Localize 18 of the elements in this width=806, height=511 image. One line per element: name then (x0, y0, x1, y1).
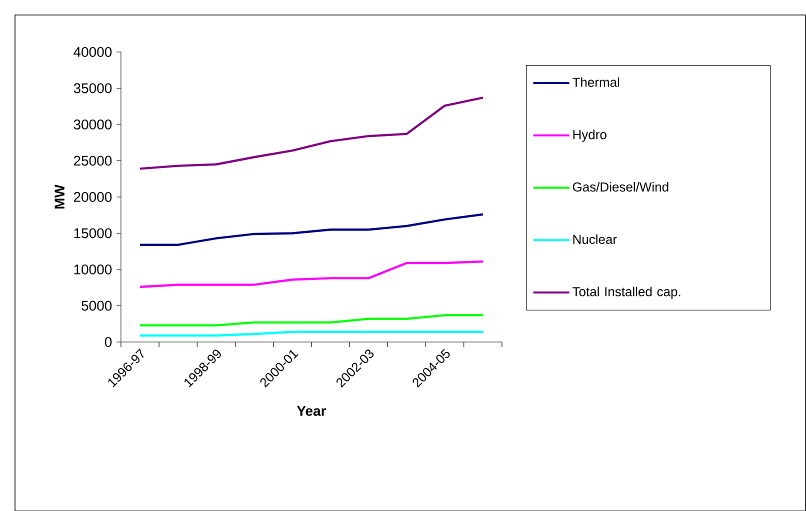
y-tick-label: 5000 (82, 300, 112, 311)
legend-label: Gas/Diesel/Wind (572, 182, 668, 192)
y-tick-label: 10000 (74, 264, 112, 274)
legend-label: Total Installed cap. (572, 286, 680, 299)
y-tick-label: 15000 (74, 228, 112, 238)
y-tick-label: 40000 (74, 46, 112, 57)
line-series (138, 213, 484, 246)
x-axis-title: Year (296, 406, 326, 416)
legend-label: Nuclear (573, 234, 617, 244)
y-tick-label: 25000 (74, 156, 112, 166)
y-tick-label: 35000 (74, 83, 112, 94)
legend-label: Hydro (573, 130, 606, 142)
y-axis-title: MW (54, 184, 64, 208)
y-tick-label: 0 (104, 336, 112, 347)
y-tick-label: 30000 (74, 119, 112, 130)
line-series (138, 96, 484, 170)
y-tick-label: 20000 (74, 192, 112, 202)
legend-label: Thermal (572, 77, 620, 87)
